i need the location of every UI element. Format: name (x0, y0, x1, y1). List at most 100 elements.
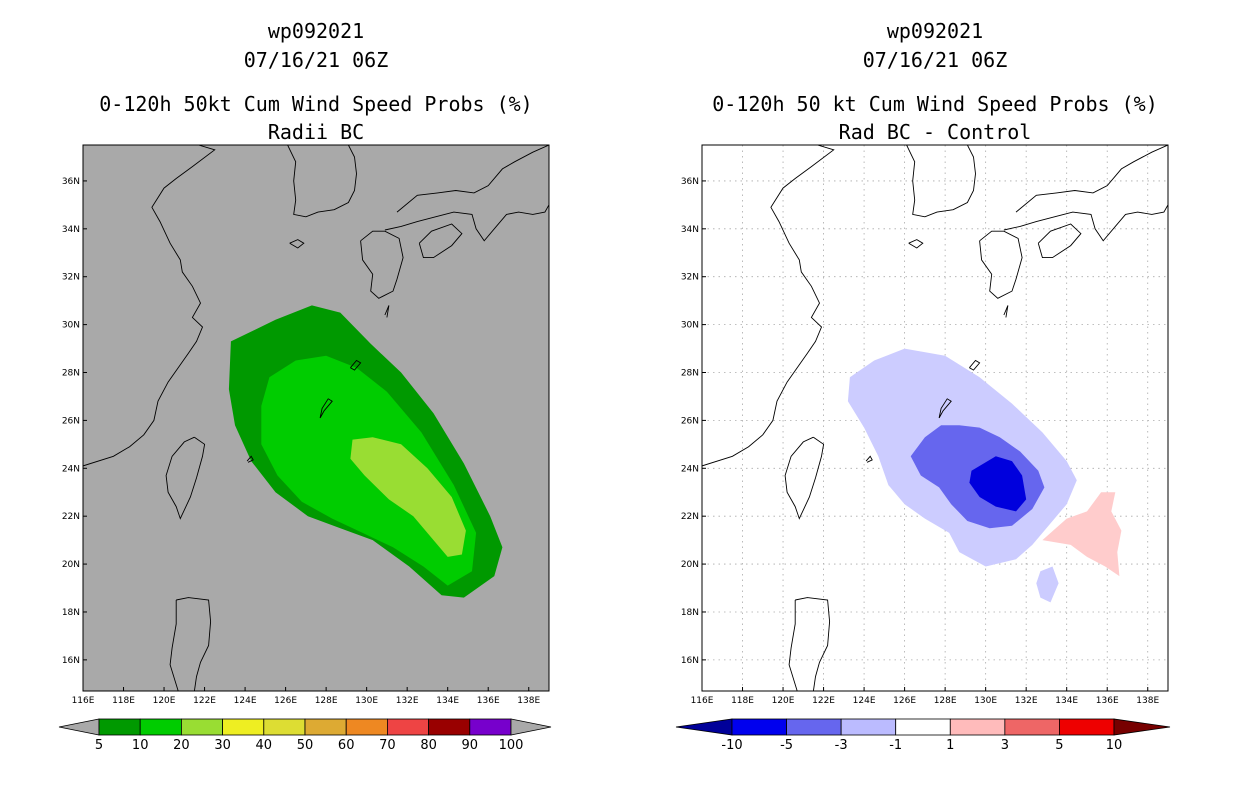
y-tick-label-24N: 24N (62, 464, 80, 474)
colorbar-label-40: 40 (256, 738, 273, 753)
y-tick-label-22N: 22N (62, 512, 80, 522)
coastline-12 (1003, 305, 1009, 318)
coastline-2 (360, 230, 404, 299)
y-tick-label-30N: 30N (62, 321, 80, 331)
plot-area (83, 145, 549, 691)
plot-area (702, 145, 1168, 691)
coastline-4 (1003, 204, 1168, 242)
x-tick-label-124E: 124E (234, 696, 257, 706)
left-title-storm-id: wp092021 (267, 19, 365, 43)
x-tick-label-130E: 130E (974, 696, 997, 706)
colorbar-segment-9 (469, 718, 512, 736)
y-tick-label-34N: 34N (681, 225, 699, 235)
colorbar-label--3: -3 (835, 738, 848, 753)
x-tick-label-136E: 136E (1096, 696, 1119, 706)
coastline-5 (1015, 145, 1168, 213)
y-tick-label-16N: 16N (681, 656, 699, 666)
coastline-5 (396, 145, 549, 213)
right-title-storm-id: wp092021 (886, 19, 984, 43)
plot-frame (701, 144, 1169, 692)
y-tick-label-32N: 32N (681, 273, 699, 283)
y-tick-label-28N: 28N (62, 369, 80, 379)
y-tick-label-18N: 18N (62, 608, 80, 618)
x-tick-label-130E: 130E (355, 696, 378, 706)
colorbar-label-20: 20 (173, 738, 190, 753)
colorbar-label-50: 50 (297, 738, 314, 753)
colorbar-segment-2 (840, 718, 897, 736)
x-tick-label-120E: 120E (153, 696, 176, 706)
colorbar-label-80: 80 (420, 738, 437, 753)
coastline-10 (350, 359, 362, 371)
contour--3 to -1-1 (1036, 566, 1059, 603)
colorbar-arrow-left (58, 718, 100, 736)
right-map-panel: 116E 118E 120E 122E 124E 126E 128E 130E 132E 134E… (681, 144, 1169, 706)
colorbar-segment-6 (1059, 718, 1115, 736)
colorbar-segment-5 (304, 718, 347, 736)
colorbar-label-1: 1 (946, 738, 954, 753)
gridlines (702, 145, 1168, 691)
y-tick-label-28N: 28N (681, 369, 699, 379)
colorbar-label-60: 60 (338, 738, 355, 753)
contour-1 to 3-4 (1042, 492, 1122, 577)
x-tick-label-126E: 126E (893, 696, 916, 706)
colorbar-label-5: 5 (95, 738, 103, 753)
x-tick-label-116E: 116E (72, 696, 95, 706)
colorbar-label--1: -1 (889, 738, 902, 753)
x-tick-label-136E: 136E (477, 696, 500, 706)
x-tick-label-132E: 132E (1015, 696, 1038, 706)
x-tick-label-138E: 138E (1136, 696, 1159, 706)
colorbar-segment-7 (386, 718, 429, 736)
colorbar-label-3: 3 (1001, 738, 1009, 753)
y-tick-label-20N: 20N (681, 560, 699, 570)
colorbar-label-10: 10 (132, 738, 149, 753)
coastline-11 (865, 455, 873, 463)
colorbar-segment-2 (180, 718, 223, 736)
x-tick-label-134E: 134E (1055, 696, 1078, 706)
colorbar-segment-5 (1004, 718, 1060, 736)
coastline-3 (418, 223, 463, 259)
x-tick-label-120E: 120E (772, 696, 795, 706)
x-tick-label-138E: 138E (517, 696, 540, 706)
x-tick-label-122E: 122E (193, 696, 216, 706)
y-tick-label-32N: 32N (62, 273, 80, 283)
left-colorbar: 5 10 20 30 40 50 60 70 80 90 100 (58, 718, 552, 753)
left-map-panel: 116E 118E 120E 122E 124E 126E 128E 130E 132E 134E… (62, 144, 550, 706)
x-tick-label-122E: 122E (812, 696, 835, 706)
right-colorbar: -10 -5 -3 -1 1 3 5 10 (675, 718, 1171, 753)
coastline-9 (319, 398, 333, 419)
y-tick-label-34N: 34N (62, 225, 80, 235)
coastline-8 (908, 239, 924, 249)
coastline-6 (165, 436, 206, 520)
colorbar-segment-3 (895, 718, 951, 736)
y-tick-label-16N: 16N (62, 656, 80, 666)
colorbar-label--5: -5 (780, 738, 793, 753)
colorbar-segment-1 (786, 718, 842, 736)
colorbar-label-10: 10 (1106, 738, 1123, 753)
coastlines (702, 145, 1168, 691)
y-tick-label-30N: 30N (681, 321, 699, 331)
x-tick-label-118E: 118E (731, 696, 754, 706)
contour-20-30-2 (350, 437, 466, 557)
colorbar-segment-8 (428, 718, 471, 736)
contour--10 to -5-3 (969, 456, 1027, 512)
coastline-11 (246, 455, 254, 463)
left-title-product: 0-120h 50kt Cum Wind Speed Probs (%) (99, 92, 533, 116)
colorbar-segment-4 (949, 718, 1006, 736)
left-title-datetime: 07/16/21 06Z (243, 48, 389, 72)
coastline-8 (289, 239, 305, 249)
colorbar-label-100: 100 (499, 738, 524, 753)
y-tick-label-20N: 20N (62, 560, 80, 570)
x-tick-label-118E: 118E (112, 696, 135, 706)
coastline-4 (384, 204, 549, 242)
right-title-datetime: 07/16/21 06Z (862, 48, 1008, 72)
x-tick-label-132E: 132E (396, 696, 419, 706)
left-title-subtitle: Radii BC (267, 120, 365, 144)
y-tick-label-26N: 26N (681, 416, 699, 426)
coastline-1 (287, 145, 357, 218)
colorbar-label-70: 70 (379, 738, 396, 753)
coastlines (83, 145, 549, 691)
coastline-12 (384, 305, 390, 318)
coastline-0 (83, 145, 216, 467)
colorbar-arrow-left (675, 718, 733, 736)
